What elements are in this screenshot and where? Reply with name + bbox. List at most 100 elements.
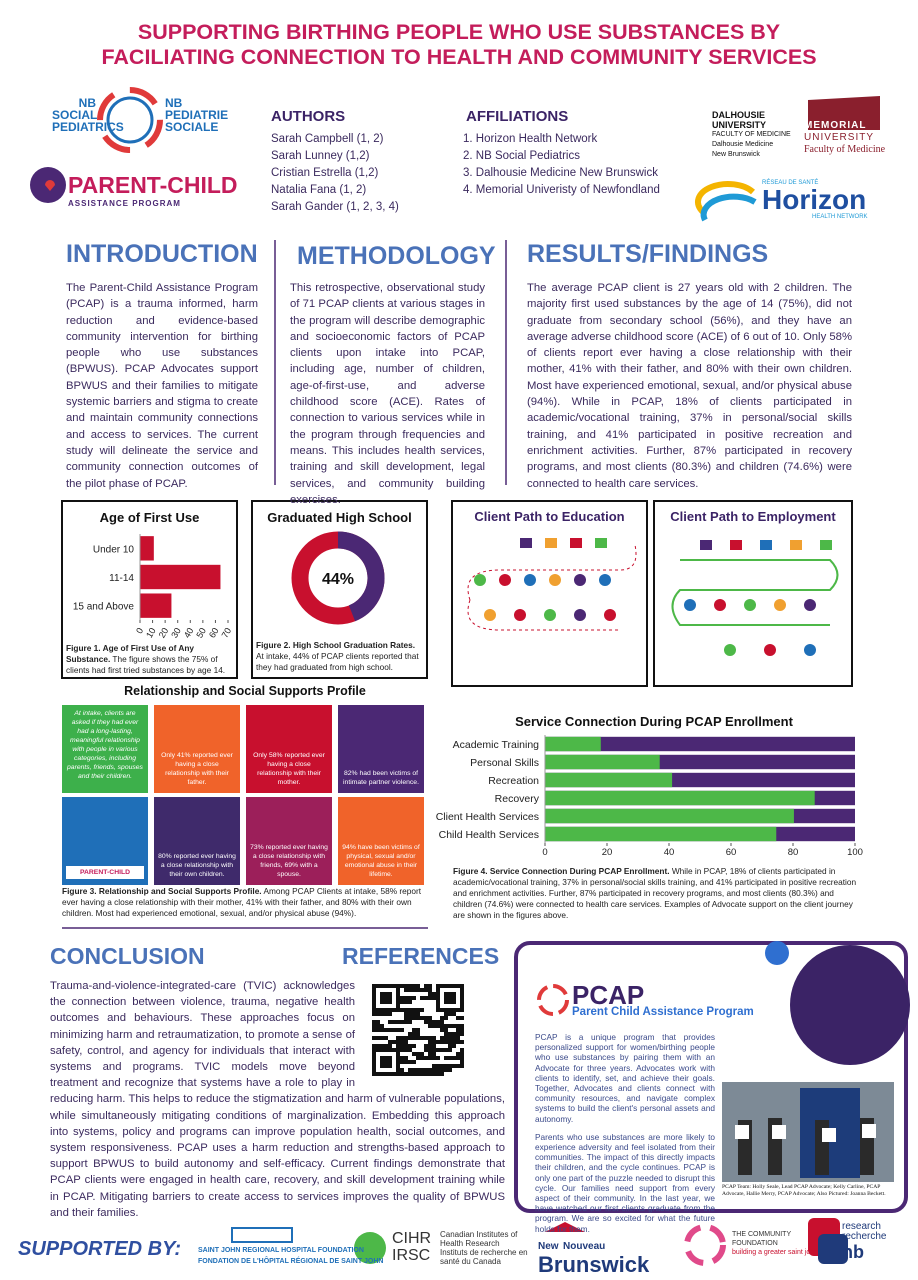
logo-ring [537, 984, 569, 1016]
logo-ring [106, 96, 154, 144]
qr-cell [452, 984, 456, 988]
logo-text: DALHOUSIE [712, 110, 766, 120]
x-tick-label: 60 [207, 626, 221, 640]
decor [545, 1222, 585, 1232]
decor [570, 538, 582, 548]
qr-cell [404, 1036, 408, 1040]
qr-cell [396, 1028, 400, 1032]
qr-cell [460, 984, 464, 988]
x-tick-label: 0 [134, 626, 145, 635]
sponsor-text: New [538, 1241, 559, 1252]
qr-cell [380, 1036, 384, 1040]
qr-cell [456, 1008, 460, 1012]
caption-label: Figure 2. High School Graduation Rates. [256, 640, 416, 650]
tile-text: PARENT-CHILD [66, 866, 144, 879]
logo-text: DALHOUSIE UNIVERSITY FACULTY OF MEDICINE Da… [712, 110, 791, 160]
qr-cell [440, 1068, 444, 1072]
qr-cell [456, 1040, 460, 1044]
heading: SUPPORTED BY: [18, 1238, 181, 1260]
path-icons [474, 538, 832, 656]
qr-cell [408, 1048, 412, 1052]
qr-cell [372, 1056, 376, 1060]
qr-cell [456, 1016, 460, 1020]
qr-cell [376, 1072, 380, 1076]
author-list: Sarah Campbell (1, 2) Sarah Lunney (1,2) C… [271, 131, 399, 216]
decor [744, 599, 756, 611]
qr-cell [396, 1060, 400, 1064]
author: Cristian Estrella (1,2) [271, 167, 379, 179]
qr-cell [436, 1068, 440, 1072]
qr-cell [404, 1056, 408, 1060]
spacer [355, 978, 505, 1088]
qr-cell [460, 1040, 464, 1044]
bar [545, 826, 777, 842]
sponsor-text: FONDATION DE L'HÔPITAL RÉGIONAL DE SAINT… [198, 1258, 384, 1265]
qr-cell [380, 996, 384, 1000]
logo-text: MEMORIAL UNIVERSITY Faculty of Medicine [804, 120, 885, 156]
qr-cell [404, 984, 408, 988]
logo-text: NB [165, 96, 183, 110]
sponsor-text: recherche [842, 1231, 887, 1242]
sponsor-text: IRSC [392, 1247, 431, 1264]
qr-cell [400, 1028, 404, 1032]
x-tick-label: 30 [169, 626, 183, 640]
diagram-title: Client Path to Employment [670, 509, 836, 524]
qr-cell [396, 1008, 400, 1012]
qr-cell [444, 1000, 448, 1004]
qr-cell [396, 984, 400, 988]
value-label: 44% [322, 571, 354, 588]
tile-text: 73% reported ever having a close relatio… [250, 844, 328, 878]
qr-cell [400, 1044, 404, 1048]
qr-cell [396, 1052, 400, 1056]
qr-cell [416, 1056, 420, 1060]
qr-cell [392, 984, 396, 988]
logo-ring [97, 87, 163, 153]
chart-title: Service Connection During PCAP Enrollmen… [515, 714, 793, 729]
decor [724, 644, 736, 656]
qr-cell [456, 1032, 460, 1036]
qr-cell [440, 1072, 444, 1076]
logo-text: NB SOCIAL PEDIATRICS [52, 97, 124, 133]
qr-cell [372, 996, 376, 1000]
qr-cell [408, 1000, 412, 1004]
sponsor-text: CIHR [392, 1230, 432, 1247]
qr-cell [388, 1056, 392, 1060]
decor [231, 1227, 293, 1243]
qr-cell [460, 988, 464, 992]
qr-cell [388, 1008, 392, 1012]
qr-cell [372, 992, 376, 996]
affiliation-list: 1. Horizon Health Network 2. NB Social Pe… [463, 131, 660, 199]
decor [822, 1128, 836, 1142]
logo-text: PEDIATRIE [165, 108, 229, 122]
logo-text: PARENT-CHILD [68, 172, 238, 198]
qr-cell [444, 1024, 448, 1028]
qr-cell [456, 984, 460, 988]
qr-cell [412, 1052, 416, 1056]
qr-cell [456, 1052, 460, 1056]
qr-cell [404, 1072, 408, 1076]
qr-cell [452, 992, 456, 996]
qr-cell [452, 1040, 456, 1044]
qr-cell [408, 1008, 412, 1012]
x-tick-label: 0 [542, 847, 547, 858]
qr-cell [444, 1028, 448, 1032]
caption-text: At intake, 44% of PCAP clients reported … [256, 651, 419, 672]
qr-cell [420, 988, 424, 992]
decor [684, 1224, 726, 1266]
qr-cell [428, 1056, 432, 1060]
caption: Figure 2. High School Graduation Rates. … [256, 640, 424, 673]
qr-cell [388, 1028, 392, 1032]
qr-cell [416, 984, 420, 988]
qr-cell [444, 1012, 448, 1016]
x-tick-label: 40 [182, 626, 196, 640]
affiliation: 1. Horizon Health Network [463, 133, 598, 145]
qr-cell [456, 1036, 460, 1040]
qr-cell [396, 1048, 400, 1052]
qr-cell [380, 1008, 384, 1012]
qr-cell [428, 1024, 432, 1028]
qr-cell [408, 1060, 412, 1064]
qr-cell [420, 1008, 424, 1012]
qr-cell [400, 1072, 404, 1076]
